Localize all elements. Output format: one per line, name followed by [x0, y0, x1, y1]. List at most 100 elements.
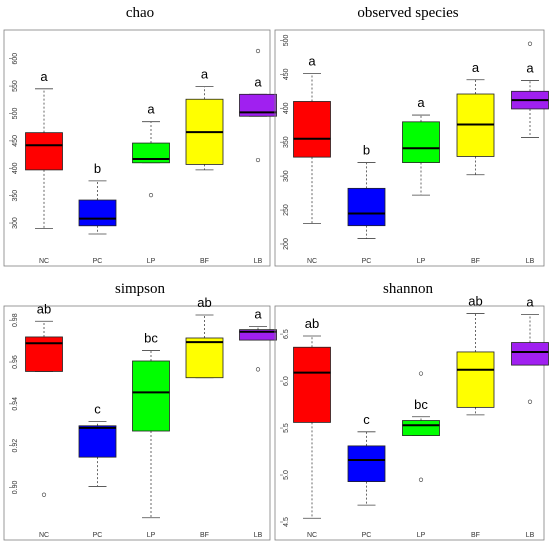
y-tick-label: 0.90 — [12, 481, 19, 495]
significance-letter: a — [472, 60, 480, 75]
iqr-box — [132, 360, 170, 432]
y-tick-label: 200 — [283, 238, 290, 250]
box-LP: bc LP — [402, 371, 440, 539]
box-LB: a LB — [239, 306, 277, 539]
y-tick-label: 400 — [283, 102, 290, 114]
y-tick-label: 0.96 — [12, 355, 19, 369]
iqr-box — [402, 420, 440, 436]
box-BF: a BF — [185, 67, 224, 265]
box-PC: c PC — [347, 412, 386, 539]
significance-letter: a — [201, 67, 209, 82]
iqr-box — [293, 101, 331, 158]
x-tick-label: LP — [147, 258, 156, 265]
outlier-point — [418, 371, 424, 376]
iqr-box — [402, 121, 440, 163]
box-LB: a LB — [511, 41, 549, 265]
outlier-point — [527, 41, 533, 46]
iqr-box — [78, 199, 117, 227]
iqr-box — [511, 342, 549, 366]
significance-letter: a — [308, 54, 316, 69]
panel-title: simpson — [115, 281, 166, 297]
outlier-point — [255, 48, 261, 54]
significance-letter: b — [363, 143, 370, 158]
y-tick-label: 350 — [283, 136, 290, 148]
x-tick-label: BF — [471, 258, 480, 265]
panel-title: chao — [126, 5, 154, 21]
x-tick-label: LB — [254, 258, 263, 265]
panel-0: chao 300 350 400 450 500 550 600 a NC b PC a LP a BF a LB — [3, 5, 277, 267]
iqr-box — [239, 329, 277, 341]
panel-3: shannon 4.5 5.0 5.5 6.0 6.5 ab NC c PC bc LP ab BF a LB — [274, 281, 549, 541]
plot-frame — [3, 305, 271, 541]
significance-letter: bc — [144, 331, 158, 346]
iqr-box — [132, 142, 170, 164]
iqr-box — [293, 346, 331, 423]
x-tick-label: PC — [93, 258, 103, 265]
x-tick-label: PC — [362, 532, 372, 539]
box-PC: b PC — [347, 143, 386, 265]
panel-title: shannon — [383, 281, 433, 297]
x-tick-label: BF — [471, 532, 480, 539]
y-tick-label: 250 — [283, 204, 290, 216]
box-BF: ab BF — [185, 295, 224, 539]
iqr-box — [239, 93, 277, 117]
significance-letter: b — [94, 161, 101, 176]
y-tick-label: 600 — [12, 53, 19, 65]
y-tick-label: 300 — [12, 217, 19, 229]
significance-letter: ab — [468, 293, 482, 308]
x-tick-label: LB — [526, 258, 535, 265]
significance-letter: ab — [197, 295, 211, 310]
x-tick-label: LP — [417, 532, 426, 539]
outlier-point — [527, 399, 533, 404]
significance-letter: a — [40, 69, 48, 84]
outlier-point — [41, 492, 47, 497]
y-tick-label: 5.0 — [283, 470, 290, 480]
significance-letter: c — [94, 402, 101, 417]
significance-letter: ab — [37, 301, 51, 316]
iqr-box — [78, 425, 117, 458]
y-tick-label: 500 — [12, 108, 19, 120]
y-tick-label: 0.94 — [12, 397, 19, 411]
y-tick-label: 4.5 — [283, 517, 290, 527]
iqr-box — [25, 336, 63, 372]
outlier-point — [255, 157, 261, 163]
box-NC: ab NC — [25, 301, 63, 539]
y-tick-label: 550 — [12, 80, 19, 92]
y-tick-label: 450 — [12, 135, 19, 147]
y-tick-label: 300 — [283, 170, 290, 182]
box-LP: bc LP — [132, 331, 170, 539]
x-tick-label: LP — [417, 258, 426, 265]
significance-letter: ab — [305, 316, 319, 331]
y-tick-label: 0.92 — [12, 439, 19, 453]
outlier-point — [418, 477, 424, 482]
panel-2: simpson0.900.920.940.960.98abNCcPCbcLPab… — [3, 281, 277, 541]
significance-letter: a — [254, 74, 262, 89]
significance-letter: a — [526, 294, 534, 309]
y-tick-label: 450 — [283, 68, 290, 80]
y-tick-label: 350 — [12, 190, 19, 202]
box-PC: c PC — [78, 402, 117, 539]
x-tick-label: NC — [39, 532, 49, 539]
box-LP: a LP — [402, 95, 440, 265]
significance-letter: a — [417, 95, 425, 110]
box-BF: a BF — [456, 60, 495, 265]
y-tick-label: 0.98 — [12, 313, 19, 327]
outlier-point — [255, 367, 261, 372]
significance-letter: a — [254, 306, 262, 321]
significance-letter: a — [147, 102, 155, 117]
x-tick-label: LP — [147, 532, 156, 539]
y-tick-label: 6.5 — [283, 329, 290, 339]
iqr-box — [347, 187, 386, 227]
box-NC: ab NC — [293, 316, 331, 539]
plot-frame — [274, 29, 545, 267]
iqr-box — [347, 445, 386, 482]
plot-frame — [3, 29, 271, 267]
x-tick-label: NC — [39, 258, 49, 265]
x-tick-label: NC — [307, 532, 317, 539]
box-LB: a LB — [511, 294, 549, 539]
iqr-box — [456, 351, 495, 408]
plot-frame — [274, 305, 545, 541]
y-tick-label: 5.5 — [283, 423, 290, 433]
box-PC: b PC — [78, 161, 117, 265]
